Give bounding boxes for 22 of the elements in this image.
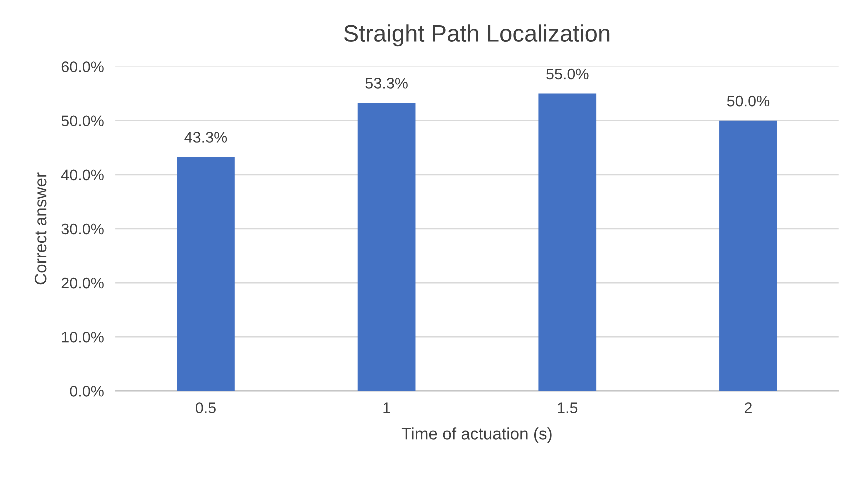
data-label: 43.3%: [184, 132, 228, 143]
bar: [538, 94, 597, 392]
y-tick-label: 20.0%: [62, 278, 104, 289]
y-axis-title: Correct answer: [34, 172, 47, 285]
bar: [177, 157, 235, 392]
bar: [720, 120, 778, 392]
y-tick-label: 30.0%: [62, 224, 104, 235]
chart-title: Straight Path Localization: [344, 24, 610, 47]
data-label: 55.0%: [546, 68, 589, 80]
x-tick-label: 1: [384, 402, 390, 414]
x-tick-label: 1.5: [558, 402, 578, 414]
y-tick-label: 10.0%: [62, 332, 104, 343]
data-label: 53.3%: [366, 78, 408, 89]
bar: [358, 103, 416, 392]
x-tick-label: 0.5: [196, 402, 216, 414]
y-tick-label: 40.0%: [61, 170, 104, 181]
data-label: 50.0%: [727, 96, 770, 107]
x-tick-label: 2: [744, 402, 752, 414]
y-tick-label: 60.0%: [62, 62, 104, 72]
x-axis-title: Time of actuation (s): [402, 428, 552, 444]
y-tick-label: 0.0%: [70, 386, 104, 397]
y-tick-label: 50.0%: [62, 116, 104, 127]
